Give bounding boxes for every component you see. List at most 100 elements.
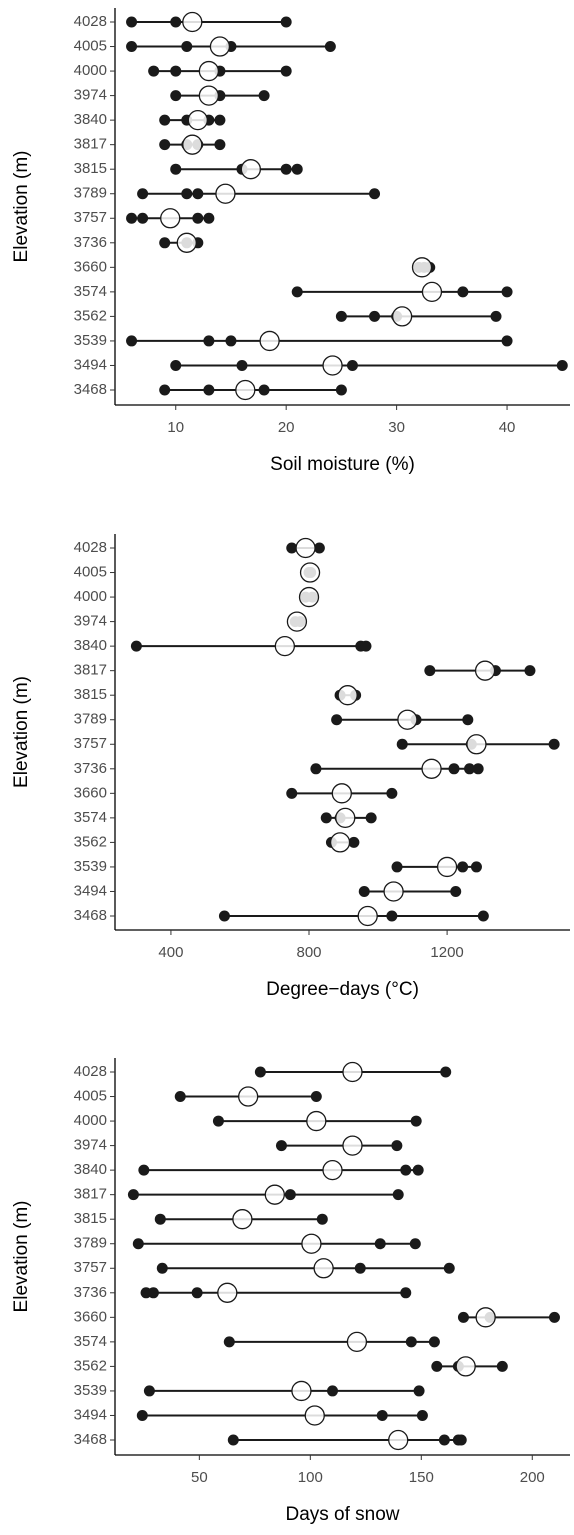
- x-tick-label: 200: [520, 1469, 545, 1486]
- year-point: [310, 763, 322, 775]
- year-point: [443, 1262, 455, 1274]
- year-point: [409, 1238, 421, 1250]
- mean-point: [466, 734, 487, 755]
- y-tick-label: 3736: [74, 234, 107, 251]
- year-point: [335, 310, 347, 322]
- y-tick-label: 3494: [74, 356, 107, 373]
- y-tick-label: 4005: [74, 1088, 107, 1105]
- y-tick-label: 3539: [74, 332, 107, 349]
- year-point: [258, 384, 270, 396]
- year-point: [126, 335, 138, 347]
- y-tick-label: 3817: [74, 1186, 107, 1203]
- year-point: [424, 665, 436, 677]
- year-point: [223, 1336, 235, 1348]
- year-point: [214, 114, 226, 126]
- year-point: [354, 1262, 366, 1274]
- x-tick-label: 30: [388, 419, 405, 436]
- year-point: [236, 359, 248, 371]
- y-tick-label: 3468: [74, 1431, 107, 1448]
- year-point: [412, 1164, 424, 1176]
- year-point: [448, 763, 460, 775]
- year-point: [203, 335, 215, 347]
- x-tick-label: 100: [298, 1469, 323, 1486]
- year-point: [416, 1409, 428, 1421]
- y-tick-label: 3840: [74, 1161, 107, 1178]
- x-axis-title: Soil moisture (%): [270, 454, 415, 475]
- year-point: [170, 65, 182, 77]
- year-point: [291, 286, 303, 298]
- y-tick-label: 4005: [74, 564, 107, 581]
- mean-point: [455, 1356, 476, 1377]
- year-point: [170, 90, 182, 102]
- year-point: [410, 1115, 422, 1127]
- year-point: [327, 1385, 339, 1397]
- mean-point: [160, 208, 181, 229]
- y-tick-label: 3840: [74, 111, 107, 128]
- mean-point: [238, 1086, 259, 1107]
- y-tick-label: 3815: [74, 686, 107, 703]
- year-point: [335, 384, 347, 396]
- y-tick-label: 3789: [74, 185, 107, 202]
- year-point: [148, 65, 160, 77]
- year-point: [369, 310, 381, 322]
- year-point: [556, 359, 568, 371]
- x-tick-label: 150: [409, 1469, 434, 1486]
- x-tick-label: 50: [191, 1469, 208, 1486]
- year-point: [159, 114, 171, 126]
- mean-point: [291, 1380, 312, 1402]
- year-point: [405, 1336, 417, 1348]
- y-tick-label: 3660: [74, 1308, 107, 1325]
- year-point: [313, 542, 325, 554]
- mean-point: [235, 379, 256, 401]
- mean-point: [301, 1233, 322, 1254]
- year-point: [324, 41, 336, 53]
- year-point: [280, 16, 292, 28]
- year-point: [374, 1238, 386, 1250]
- year-point: [225, 335, 237, 347]
- year-point: [369, 188, 381, 200]
- year-point: [310, 1091, 322, 1103]
- year-point: [130, 640, 142, 652]
- year-point: [400, 1287, 412, 1299]
- year-point: [156, 1262, 168, 1274]
- y-tick-label: 3494: [74, 882, 107, 899]
- mean-point: [322, 355, 343, 376]
- y-tick-label: 3815: [74, 1210, 107, 1227]
- year-point: [400, 1164, 412, 1176]
- x-tick-label: 40: [499, 419, 516, 436]
- mean-point: [274, 635, 295, 657]
- year-point: [227, 1434, 239, 1446]
- year-point: [386, 910, 398, 922]
- year-point: [284, 1189, 296, 1201]
- y-tick-label: 3574: [74, 1333, 107, 1350]
- y-tick-label: 3974: [74, 613, 107, 630]
- year-point: [132, 1238, 144, 1250]
- year-point: [159, 384, 171, 396]
- year-point: [126, 41, 138, 53]
- x-axis-title: Days of snow: [285, 1504, 399, 1525]
- y-tick-label: 3757: [74, 1259, 107, 1276]
- year-point: [348, 836, 360, 848]
- mean-point: [286, 611, 308, 632]
- year-point: [438, 1434, 450, 1446]
- year-point: [428, 1336, 440, 1348]
- x-tick-label: 20: [278, 419, 295, 436]
- year-point: [159, 139, 171, 151]
- mean-point: [182, 11, 203, 33]
- year-point: [258, 90, 270, 102]
- year-point: [254, 1066, 266, 1078]
- y-tick-label: 3539: [74, 858, 107, 875]
- mean-point: [209, 36, 231, 57]
- year-point: [464, 763, 476, 775]
- year-point: [203, 212, 215, 224]
- mean-point: [397, 709, 418, 730]
- y-tick-label: 3840: [74, 637, 107, 654]
- mean-point: [475, 1307, 496, 1328]
- mean-point: [264, 1184, 285, 1205]
- year-point: [280, 163, 292, 175]
- mean-point: [198, 85, 220, 106]
- mean-point: [411, 257, 433, 278]
- x-tick-label: 400: [158, 944, 183, 961]
- mean-point: [182, 134, 203, 155]
